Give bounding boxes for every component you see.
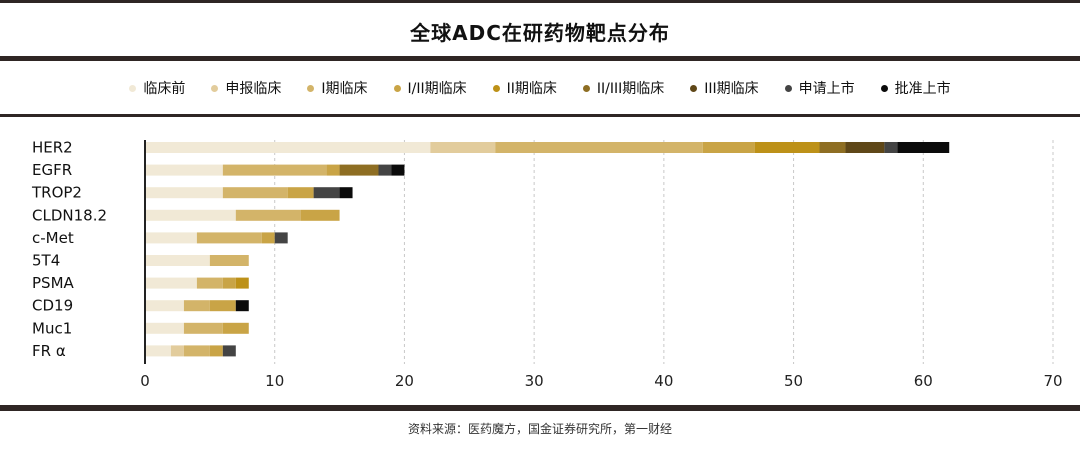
- legend-swatch: [393, 84, 401, 92]
- bar-segment: [196, 232, 262, 244]
- legend-label: 批准上市: [894, 81, 951, 97]
- bar-segment: [222, 187, 288, 199]
- chart-title: 全球ADC在研药物靶点分布: [410, 20, 670, 45]
- bar-segment: [145, 300, 184, 312]
- bar-segment: [754, 142, 820, 153]
- bar-segment: [183, 300, 210, 312]
- bar-segment: [326, 164, 340, 176]
- bar-segment: [845, 142, 885, 153]
- legend-swatch: [880, 84, 888, 92]
- legend-label: II期临床: [506, 81, 557, 97]
- legend-swatch: [690, 84, 698, 92]
- category-label: PSMA: [32, 274, 75, 292]
- bar-segment: [222, 164, 327, 176]
- legend-item: 批准上市: [880, 78, 951, 98]
- bar-segment: [222, 322, 249, 334]
- legend-rule: [0, 114, 1080, 117]
- category-label: TROP2: [31, 184, 82, 202]
- bar-segment: [339, 164, 379, 176]
- bar-segment: [145, 322, 184, 334]
- legend-swatch: [129, 84, 137, 92]
- bar-segment: [300, 209, 340, 221]
- legend-label: 申报临床: [225, 81, 282, 97]
- legend-swatch: [784, 84, 792, 92]
- x-tick-label: 60: [914, 372, 933, 390]
- bar-segment: [209, 300, 236, 312]
- x-tick-label: 30: [525, 372, 544, 390]
- bar-segment: [261, 232, 275, 244]
- x-tick-label: 70: [1043, 372, 1062, 390]
- x-tick-label: 10: [265, 372, 284, 390]
- x-tick-label: 0: [140, 372, 150, 390]
- bar-segment: [495, 142, 703, 153]
- category-label: HER2: [32, 139, 73, 157]
- bar-segment: [235, 300, 249, 312]
- category-label: 5T4: [32, 252, 60, 270]
- legend-item: 临床前: [129, 78, 185, 98]
- legend-item: I期临床: [307, 78, 368, 98]
- x-tick-label: 20: [395, 372, 414, 390]
- title-rule: [0, 56, 1080, 61]
- bar-segment: [339, 187, 353, 199]
- legend-swatch: [211, 84, 219, 92]
- bar-segment: [183, 322, 223, 334]
- bottom-rule: [0, 405, 1080, 411]
- bar-segment: [145, 232, 197, 244]
- category-label: c-Met: [32, 229, 74, 247]
- legend-label: I/II期临床: [407, 81, 467, 97]
- legend-item: III期临床: [690, 78, 759, 98]
- legend-label: 申请上市: [798, 81, 855, 97]
- bar-segment: [287, 187, 314, 199]
- x-tick-label: 40: [654, 372, 673, 390]
- bar-segment: [430, 142, 496, 153]
- bar-segment: [209, 345, 223, 357]
- bar-segment: [819, 142, 846, 153]
- bar-segment: [222, 277, 236, 289]
- category-label: CLDN18.2: [32, 206, 107, 224]
- bar-segment: [897, 142, 950, 153]
- bar-segment: [183, 345, 210, 357]
- legend-item: II/III期临床: [582, 78, 665, 98]
- title-block: 全球ADC在研药物靶点分布: [0, 6, 1080, 56]
- bar-segment: [145, 187, 223, 199]
- bar-segment: [145, 142, 431, 153]
- bar-segment: [274, 232, 288, 244]
- legend: 临床前 申报临床 I期临床 I/II期临床 II期临床 II/III期临床 III期临床 申请…: [0, 62, 1080, 114]
- bar-segment: [235, 277, 249, 289]
- bar-segment: [145, 209, 236, 221]
- bar-segment: [702, 142, 755, 153]
- legend-item: I/II期临床: [393, 78, 467, 98]
- bar-segment: [391, 164, 405, 176]
- top-rule: [0, 0, 1080, 3]
- legend-item: 申请上市: [784, 78, 855, 98]
- bar-segment: [313, 187, 340, 199]
- bar-segment: [235, 209, 301, 221]
- legend-label: II/III期临床: [596, 81, 665, 97]
- bar-segment: [145, 255, 210, 266]
- bar-segment: [222, 345, 236, 357]
- bar-segment: [196, 277, 223, 289]
- legend-label: 临床前: [143, 81, 186, 97]
- legend-item: II期临床: [492, 78, 557, 98]
- plot-area: 0 10 20 30 40 50 60 70 HER2 EGFR TROP2 CLDN18.2 c-Me…: [31, 139, 1063, 391]
- bar-segment: [145, 164, 223, 176]
- legend-item: 申报临床: [211, 78, 281, 98]
- category-label: EGFR: [32, 161, 72, 179]
- category-label: Muc1: [32, 319, 72, 337]
- bar-segment: [884, 142, 898, 153]
- bar-segment: [170, 345, 184, 357]
- legend-swatch: [492, 84, 500, 92]
- bar-segment: [209, 255, 249, 266]
- legend-label: III期临床: [704, 81, 759, 97]
- bar-segment: [378, 164, 392, 176]
- source-note: 资料来源：医药魔方，国金证券研究所，第一财经: [407, 422, 672, 436]
- category-label: CD19: [32, 297, 73, 315]
- legend-swatch: [582, 84, 590, 92]
- bar-segment: [145, 277, 197, 289]
- bar-segment: [145, 345, 171, 357]
- x-tick-label: 50: [784, 372, 803, 390]
- legend-swatch: [307, 84, 315, 92]
- legend-label: I期临床: [321, 81, 368, 97]
- category-label: FR α: [32, 342, 66, 360]
